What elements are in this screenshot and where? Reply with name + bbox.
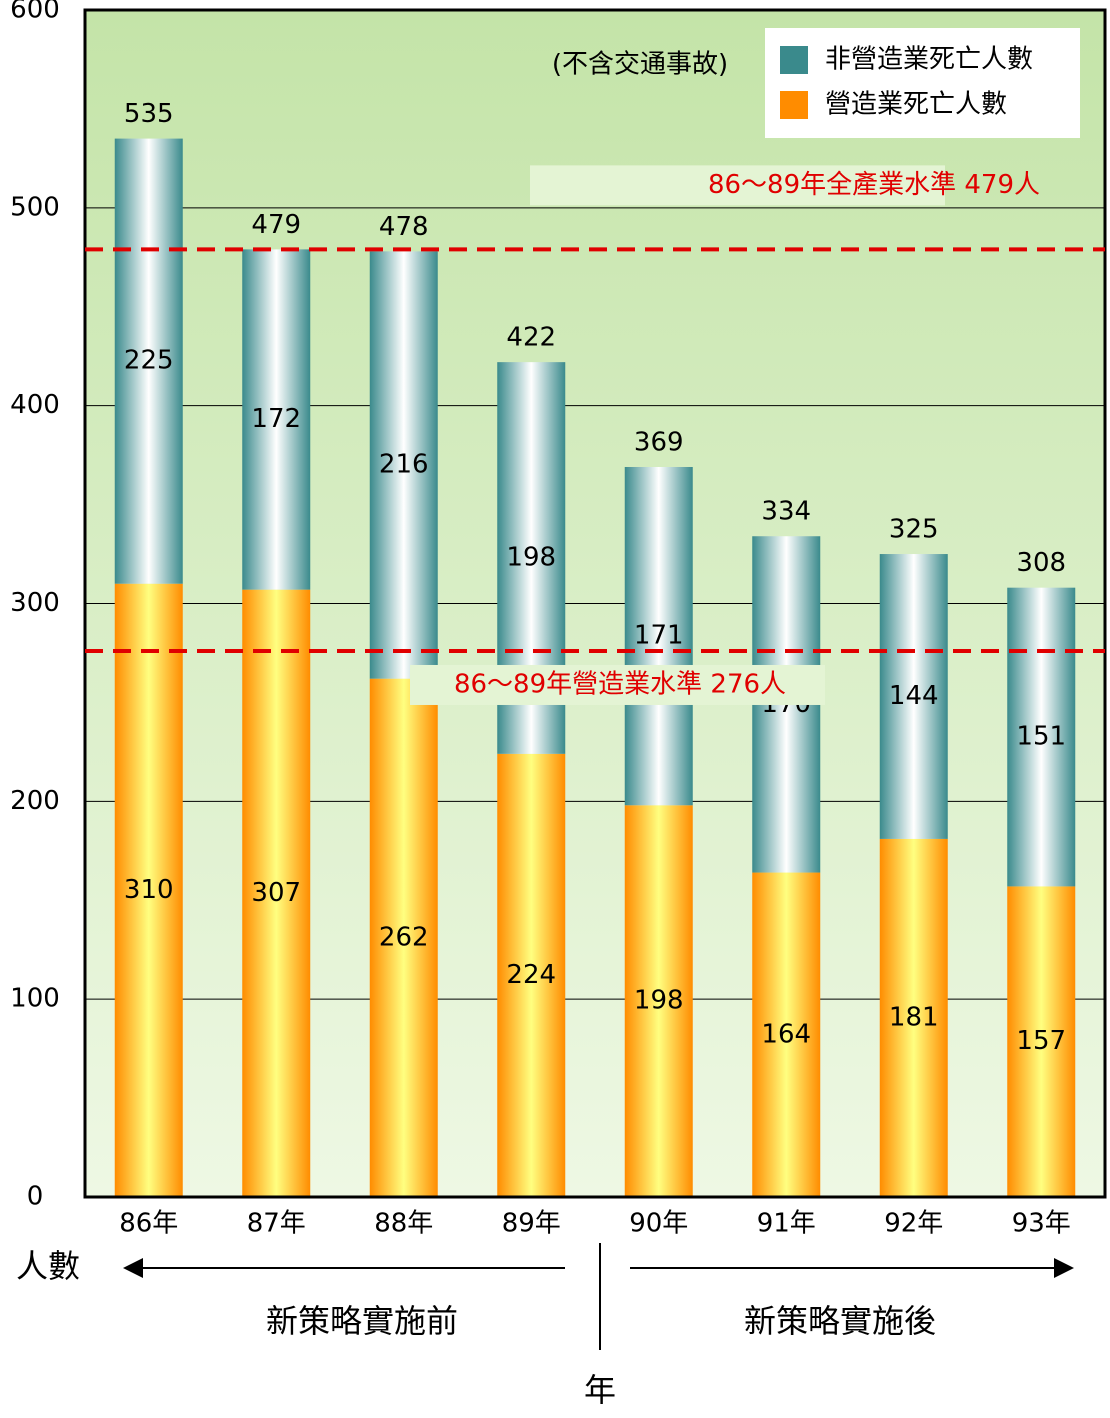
total-label: 422	[506, 323, 556, 353]
bar-segment	[624, 466, 693, 806]
value-label: 151	[1016, 722, 1066, 752]
total-label: 334	[761, 497, 811, 527]
x-tick-label: 89年	[502, 1209, 561, 1239]
period-before: 新策略實施前	[266, 1302, 458, 1340]
annotation: (不含交通事故)	[552, 50, 728, 80]
bar-segment	[1007, 886, 1076, 1197]
total-label: 535	[124, 99, 174, 129]
bar-segment	[752, 872, 821, 1197]
x-tick-label: 91年	[757, 1209, 816, 1239]
legend-box	[765, 28, 1080, 138]
bar-segment	[497, 753, 566, 1197]
bar-segment	[369, 251, 438, 679]
value-label: 224	[506, 960, 556, 990]
legend-label: 非營造業死亡人數	[825, 45, 1033, 75]
value-label: 198	[506, 542, 556, 572]
total-label: 479	[251, 210, 301, 240]
value-label: 198	[634, 986, 684, 1016]
y-tick-label: 500	[10, 192, 60, 222]
reference-label-bg	[410, 664, 825, 705]
y-tick-label: 200	[10, 786, 60, 816]
value-label: 225	[124, 346, 174, 376]
total-label: 369	[634, 427, 684, 457]
legend-swatch	[780, 91, 808, 119]
plot-frame	[83, 8, 1107, 1199]
legend-swatch	[780, 46, 808, 74]
value-label: 171	[634, 621, 684, 651]
x-tick-label: 93年	[1012, 1209, 1071, 1239]
bar-segment	[242, 249, 311, 590]
y-tick-label: 0	[27, 1182, 44, 1212]
value-label: 307	[251, 878, 301, 908]
x-tick-label: 87年	[247, 1209, 306, 1239]
total-label: 478	[379, 212, 429, 242]
bar-segment	[242, 589, 311, 1197]
bar-segment	[114, 138, 183, 584]
x-tick-label: 92年	[884, 1209, 943, 1239]
y-tick-label: 100	[10, 984, 60, 1014]
y-tick-label: 600	[10, 0, 60, 25]
reference-label: 86～89年營造業水準 276人	[454, 669, 786, 699]
bar-segment	[624, 805, 693, 1197]
y-axis-label: 人數	[16, 1247, 80, 1285]
value-label: 262	[379, 922, 429, 952]
x-axis-label: 年	[584, 1371, 616, 1409]
x-tick-label: 90年	[629, 1209, 688, 1239]
bar-segment	[1007, 587, 1076, 887]
bar-segment	[879, 554, 948, 839]
total-label: 325	[889, 515, 939, 545]
value-label: 310	[124, 875, 174, 905]
x-tick-label: 88年	[374, 1209, 433, 1239]
value-label: 144	[889, 681, 939, 711]
y-tick-label: 300	[10, 588, 60, 618]
value-label: 164	[761, 1019, 811, 1049]
reference-label: 86～89年全產業水準 479人	[708, 170, 1040, 200]
value-label: 172	[251, 404, 301, 434]
period-after: 新策略實施後	[744, 1302, 936, 1340]
value-label: 157	[1016, 1026, 1066, 1056]
bar-segment	[114, 583, 183, 1197]
legend-label: 營造業死亡人數	[825, 90, 1007, 120]
bar-segment	[369, 678, 438, 1197]
total-label: 308	[1016, 548, 1066, 578]
bar-segment	[879, 838, 948, 1197]
x-tick-label: 86年	[119, 1209, 178, 1239]
y-tick-label: 400	[10, 390, 60, 420]
value-label: 181	[889, 1002, 939, 1032]
value-label: 216	[379, 450, 429, 480]
reference-label-bg	[530, 165, 945, 206]
